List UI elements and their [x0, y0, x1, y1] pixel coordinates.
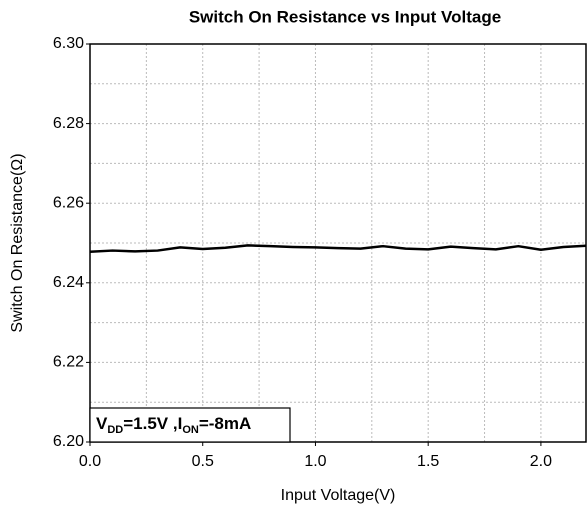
- annotation: VDD=1.5V ,ION=-8mA: [96, 414, 251, 435]
- y-axis-label: Switch On Resistance(Ω): [9, 153, 26, 332]
- annotation-subscript: ON: [182, 424, 199, 436]
- plot-frame: [89, 43, 587, 443]
- x-tick-label: 1.0: [304, 453, 326, 470]
- annotation-text: =1.5V ,I: [123, 414, 182, 433]
- annotation-box: [89, 407, 291, 443]
- annotation-subscript: DD: [107, 424, 123, 436]
- x-tick-label: 0.5: [192, 453, 214, 470]
- y-tick-label: 6.20: [53, 433, 84, 450]
- y-tick-label: 6.30: [53, 35, 84, 52]
- y-tick-label: 6.22: [53, 354, 84, 371]
- x-axis-label: Input Voltage(V): [281, 487, 396, 504]
- x-tick-label: 1.5: [417, 453, 439, 470]
- y-tick-label: 6.28: [53, 115, 84, 132]
- x-tick-label: 2.0: [530, 453, 552, 470]
- grid: [90, 44, 586, 442]
- annotation-text: V: [96, 414, 108, 433]
- y-tick-label: 6.24: [53, 274, 84, 291]
- y-tick-label: 6.26: [53, 194, 84, 211]
- data-line: [89, 244, 587, 254]
- annotation-text: =-8mA: [199, 414, 251, 433]
- plot: [89, 244, 587, 254]
- chart-title: Switch On Resistance vs Input Voltage: [189, 7, 501, 26]
- x-tick-label: 0.0: [79, 453, 101, 470]
